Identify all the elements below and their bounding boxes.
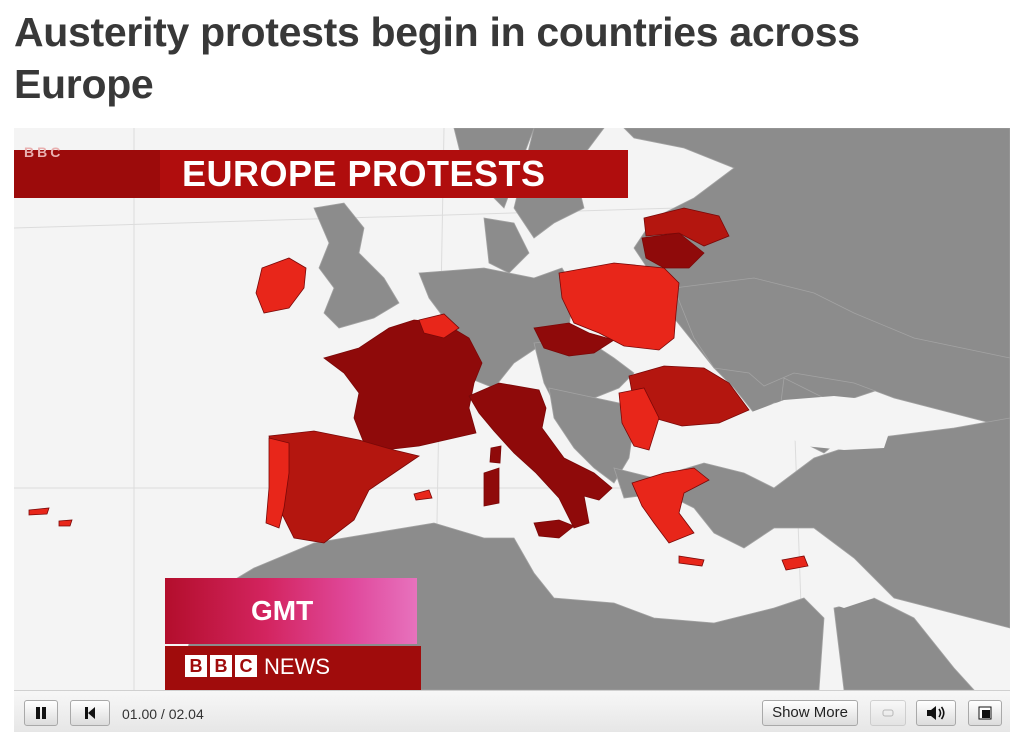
corsica-shape (489, 445, 502, 464)
volume-button[interactable] (916, 700, 956, 726)
portugal-shape (265, 437, 290, 529)
gmt-label: GMT (251, 595, 314, 626)
gmt-panel: GMT (165, 578, 417, 644)
player-controls: 01.00 / 02.04 Show More (14, 690, 1010, 732)
greece-shape (631, 467, 710, 544)
show-more-button[interactable]: Show More (762, 700, 858, 726)
bbc-news-panel: B B C NEWS (165, 646, 421, 690)
banner-bbc-logo: BBC (24, 144, 64, 160)
gmt-bbc-news-logo: GMT B B C NEWS (165, 578, 421, 690)
europe-protests-banner: BBC EUROPE PROTESTS (14, 144, 628, 198)
fullscreen-icon (978, 706, 992, 720)
latvia-shape (643, 207, 730, 247)
news-label: NEWS (264, 654, 330, 679)
fullscreen-button[interactable] (968, 700, 1002, 726)
black-sea (749, 396, 894, 608)
pause-icon (36, 707, 46, 719)
previous-icon (85, 707, 95, 719)
sicily-shape (533, 519, 575, 539)
captions-icon (882, 709, 894, 717)
ireland-shape (255, 257, 307, 314)
france-shape (323, 319, 483, 451)
page-headline: Austerity protests begin in countries ac… (14, 9, 860, 107)
canaries-shape (28, 507, 73, 527)
captions-button[interactable] (870, 700, 906, 726)
italy-shape (468, 382, 613, 529)
sardinia-shape (483, 467, 500, 507)
balearics-shape (413, 489, 433, 501)
video-frame[interactable]: BBC EUROPE PROTESTS GMT B B C NEWS (14, 128, 1010, 690)
video-player[interactable]: BBC EUROPE PROTESTS GMT B B C NEWS 01.00… (14, 128, 1010, 732)
belgium-shape (418, 313, 460, 339)
playback-time: 01.00 / 02.04 (122, 706, 204, 722)
greek-islands-shape (678, 555, 705, 567)
serbia-shape (618, 387, 660, 451)
protest-countries (28, 207, 809, 571)
pause-button[interactable] (24, 700, 58, 726)
bbc-letter-c: C (235, 655, 257, 677)
cyprus-shape (781, 555, 809, 571)
europe-map (14, 128, 1010, 690)
czech-shape (533, 322, 615, 357)
volume-icon (927, 706, 945, 720)
bbc-letter-b2: B (210, 655, 232, 677)
previous-button[interactable] (70, 700, 110, 726)
banner-logo-panel: BBC (14, 144, 160, 198)
banner-title: EUROPE PROTESTS (182, 153, 546, 194)
bbc-letter-b1: B (185, 655, 207, 677)
poland-shape (558, 262, 680, 351)
